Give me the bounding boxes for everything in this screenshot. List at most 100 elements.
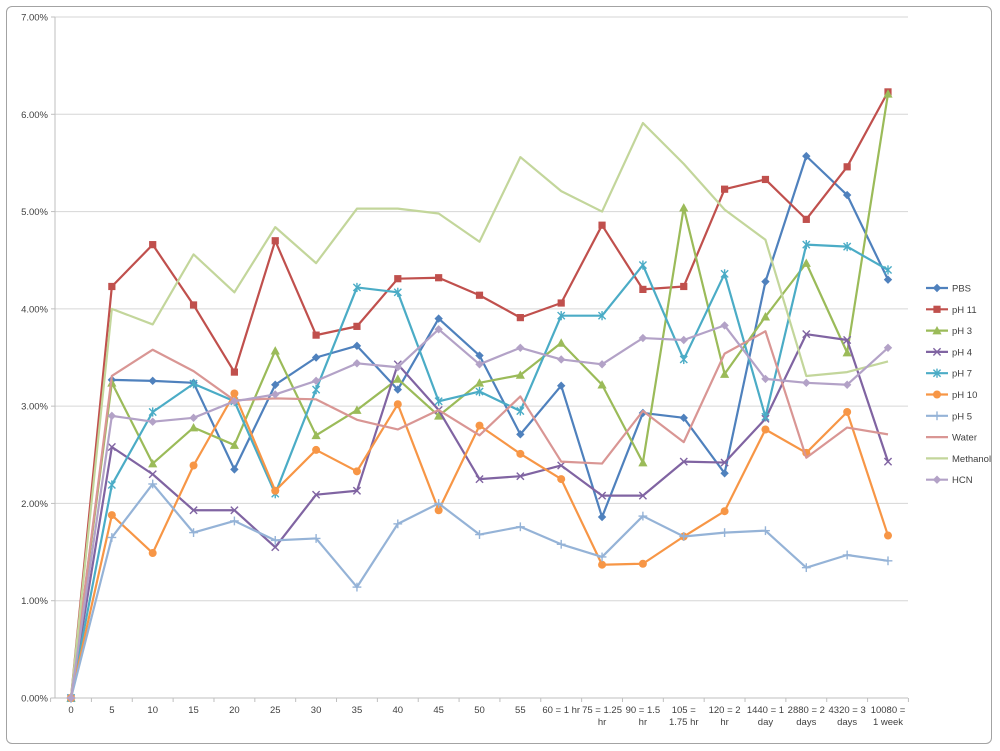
series-pH-3-marker[interactable] xyxy=(515,370,525,379)
series-pH-7-marker[interactable] xyxy=(761,412,770,422)
series-pH-4-marker[interactable] xyxy=(230,506,239,515)
series-pH-11-marker[interactable] xyxy=(721,185,729,193)
series-HCN-marker[interactable] xyxy=(189,413,198,423)
series-pH-10-marker[interactable] xyxy=(312,445,321,454)
series-pH-3-marker[interactable] xyxy=(842,348,852,357)
series-HCN-marker[interactable] xyxy=(230,397,239,406)
series-HCN-marker[interactable] xyxy=(393,363,402,372)
series-HCN-marker[interactable] xyxy=(475,360,484,369)
series-HCN-marker[interactable] xyxy=(516,343,525,352)
series-pH-3-marker[interactable] xyxy=(188,422,199,432)
legend-item-pH-4[interactable]: pH 4 xyxy=(926,347,972,358)
series-pH-4-marker[interactable] xyxy=(802,330,811,339)
series-HCN-marker[interactable] xyxy=(597,360,607,369)
series-HCN-marker[interactable] xyxy=(66,693,76,703)
series-pH-11-marker[interactable] xyxy=(312,331,320,339)
series-pH-5-marker[interactable] xyxy=(475,530,484,539)
series-PBS-marker[interactable] xyxy=(679,413,688,423)
series-pH-4-marker[interactable] xyxy=(597,491,607,500)
series-pH-4-marker[interactable] xyxy=(679,457,688,466)
series-PBS-marker[interactable] xyxy=(271,380,280,389)
series-pH-4-marker[interactable] xyxy=(107,442,116,452)
series-PBS-marker[interactable] xyxy=(720,469,729,478)
series-pH-3-marker[interactable] xyxy=(801,258,811,267)
series-pH-10-marker[interactable] xyxy=(352,467,361,476)
series-pH-7-marker[interactable] xyxy=(720,269,729,279)
series-HCN-marker[interactable] xyxy=(883,343,893,352)
series-PBS-marker[interactable] xyxy=(352,341,362,351)
series-pH-11-marker[interactable] xyxy=(843,163,851,171)
series-pH-7-marker[interactable] xyxy=(516,406,525,416)
series-pH-3-marker[interactable] xyxy=(638,457,648,467)
series-pH-10-marker[interactable] xyxy=(598,560,607,569)
series-pH-3-marker[interactable] xyxy=(720,369,730,378)
series-HCN-marker[interactable] xyxy=(720,321,729,330)
series-pH-3-marker[interactable] xyxy=(597,380,607,389)
series-pH-3-marker[interactable] xyxy=(352,405,362,414)
series-HCN-marker[interactable] xyxy=(352,359,362,368)
series-Methanol-line[interactable] xyxy=(69,121,889,699)
legend-item-Water[interactable]: Water xyxy=(926,433,977,444)
legend-item-pH-10[interactable]: pH 10 xyxy=(926,390,977,401)
series-PBS-marker[interactable] xyxy=(230,465,239,474)
series-pH-10-marker[interactable] xyxy=(720,507,729,516)
series-pH-10-marker[interactable] xyxy=(148,549,157,558)
series-pH-4-marker[interactable] xyxy=(312,490,321,499)
series-pH-3-marker[interactable] xyxy=(679,203,689,212)
series-HCN-marker[interactable] xyxy=(638,333,648,343)
legend-item-pH-5[interactable]: pH 5 xyxy=(926,411,972,422)
series-pH-10-marker[interactable] xyxy=(557,475,566,484)
series-pH-10-line[interactable] xyxy=(69,392,890,699)
series-HCN-marker[interactable] xyxy=(802,378,811,387)
series-pH-11-marker[interactable] xyxy=(149,241,157,249)
series-pH-4-marker[interactable] xyxy=(557,461,566,470)
series-HCN-marker[interactable] xyxy=(107,411,117,421)
series-PBS-marker[interactable] xyxy=(802,151,811,161)
legend-item-PBS[interactable]: PBS xyxy=(926,284,971,295)
series-pH-4-marker[interactable] xyxy=(516,472,525,481)
series-HCN-marker[interactable] xyxy=(434,325,443,334)
series-pH-5-marker[interactable] xyxy=(515,522,525,532)
legend-item-HCN[interactable]: HCN xyxy=(926,475,973,486)
series-pH-4-marker[interactable] xyxy=(189,506,198,515)
series-pH-5-marker[interactable] xyxy=(556,539,566,549)
series-pH-11-marker[interactable] xyxy=(353,322,361,330)
series-pH-11-marker[interactable] xyxy=(598,221,606,229)
series-PBS-marker[interactable] xyxy=(761,277,770,286)
series-pH-11-marker[interactable] xyxy=(108,282,116,291)
series-PBS-marker[interactable] xyxy=(311,353,321,362)
series-pH-7-marker[interactable] xyxy=(679,354,688,365)
series-pH-11-marker[interactable] xyxy=(475,291,484,299)
series-pH-3-marker[interactable] xyxy=(229,440,239,449)
series-pH-10-marker[interactable] xyxy=(475,421,484,430)
series-pH-5-marker[interactable] xyxy=(311,534,321,543)
series-pH-11-marker[interactable] xyxy=(435,274,443,282)
series-HCN-marker[interactable] xyxy=(679,335,688,345)
series-pH-11-marker[interactable] xyxy=(271,237,279,245)
series-pH-11-marker[interactable] xyxy=(516,314,524,322)
series-pH-10-marker[interactable] xyxy=(884,531,892,540)
series-PBS-marker[interactable] xyxy=(393,385,402,394)
series-pH-7-marker[interactable] xyxy=(393,287,402,297)
series-HCN-marker[interactable] xyxy=(557,355,566,364)
series-pH-7-marker[interactable] xyxy=(148,407,157,417)
series-PBS-marker[interactable] xyxy=(638,408,648,418)
series-PBS-marker[interactable] xyxy=(883,275,893,284)
series-pH-3-marker[interactable] xyxy=(270,346,280,355)
series-HCN-marker[interactable] xyxy=(761,374,770,384)
series-HCN-marker[interactable] xyxy=(311,376,321,386)
series-pH-5-marker[interactable] xyxy=(679,532,689,541)
series-pH-5-marker[interactable] xyxy=(842,550,852,560)
series-pH-3-marker[interactable] xyxy=(148,458,158,468)
series-pH-3-marker[interactable] xyxy=(556,338,566,347)
series-pH-11-marker[interactable] xyxy=(230,368,238,376)
legend-item-pH-3[interactable]: pH 3 xyxy=(926,326,972,337)
series-pH-10-marker[interactable] xyxy=(271,486,280,495)
series-pH-3-marker[interactable] xyxy=(434,411,444,420)
series-pH-7-marker[interactable] xyxy=(802,240,811,250)
series-pH-11-marker[interactable] xyxy=(802,215,810,223)
series-pH-10-marker[interactable] xyxy=(434,506,443,515)
series-pH-11-marker[interactable] xyxy=(639,285,647,293)
series-pH-11-marker[interactable] xyxy=(761,175,770,184)
series-pH-3-marker[interactable] xyxy=(883,89,893,98)
